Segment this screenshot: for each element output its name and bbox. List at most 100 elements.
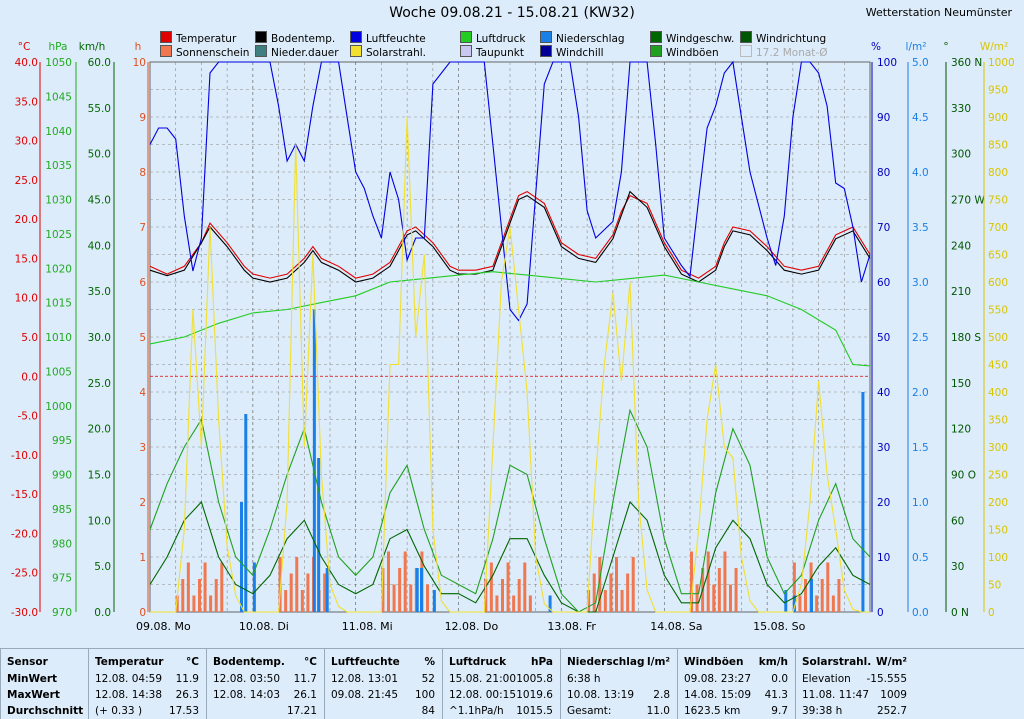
station-name: Wetterstation Neumünster [865, 6, 1012, 19]
precipitation-bar [415, 568, 419, 612]
sunshine-bar [626, 573, 630, 612]
stats-row-label: 12.08. 00:15 [449, 689, 516, 701]
tick-label-degrees: 360 N [951, 57, 982, 69]
sunshine-bar [592, 573, 596, 612]
axis-unit-label: hPa [49, 41, 68, 53]
sunshine-bar [695, 584, 699, 612]
series-line-temperatur [149, 190, 871, 279]
tick-label-wm2: 150 [988, 525, 1008, 537]
tick-label-hours: 5 [139, 332, 146, 344]
sunshine-bar [306, 573, 310, 612]
tick-label-kmh: 20.0 [88, 424, 111, 436]
precipitation-bar [810, 579, 813, 612]
stats-row-label: 12.08. 03:50 [213, 673, 280, 685]
axis-unit-label: W/m² [980, 41, 1008, 53]
stats-value: 11.9 [175, 673, 199, 685]
tick-label-hpa: 1025 [45, 229, 72, 241]
tick-label-hpa: 1005 [45, 366, 72, 378]
stats-header: Niederschlag [567, 656, 645, 668]
stats-row-label: 11.08. 11:47 [802, 689, 869, 701]
stats-row-label: MaxWert [7, 689, 60, 701]
sunshine-bar [484, 579, 488, 612]
stats-unit: °C [304, 656, 317, 668]
sunshine-bar [300, 590, 304, 612]
tick-label-lm2: 5.0 [912, 57, 929, 69]
legend-swatch [740, 31, 752, 43]
tick-label-percent: 0 [877, 607, 884, 619]
axis-unit-label: °C [18, 41, 31, 53]
tick-label-degrees: 330 [951, 103, 971, 115]
legend-label: Luftdruck [476, 33, 526, 45]
axis-unit-label: km/h [79, 41, 106, 53]
tick-label-hours: 3 [139, 442, 146, 454]
sunshine-bar [220, 562, 224, 612]
sunshine-bar [295, 557, 299, 612]
legend-label: Windgeschw. [666, 33, 735, 45]
day-label: 10.08. Di [239, 620, 289, 633]
day-label: 14.08. Sa [650, 620, 702, 633]
precipitation-bar [325, 568, 329, 612]
tick-label-hpa: 980 [52, 538, 72, 550]
tick-label-hpa: 1035 [45, 160, 72, 172]
axis-unit-label: h [135, 41, 142, 53]
tick-label-celsius: -10.0 [11, 450, 38, 462]
stats-value: 11.7 [293, 673, 317, 685]
tick-label-celsius: -5.0 [18, 411, 39, 423]
tick-label-degrees: 300 [951, 149, 971, 161]
tick-label-celsius: 35.0 [15, 96, 38, 108]
stats-row-label: (+ 0.33 ) [95, 705, 143, 717]
stats-value: 52 [421, 673, 435, 685]
legend-item: Bodentemp. [255, 31, 335, 46]
tick-label-kmh: 55.0 [88, 103, 111, 115]
axis-unit-label: l/m² [906, 41, 927, 53]
stats-column: Windböen km/h 09.08. 23:27 0.0 14.08. 15:09 4… [677, 649, 796, 719]
stats-header: Bodentemp. [213, 656, 285, 668]
stats-row-label: 39:38 h [802, 705, 843, 717]
sunshine-bar [826, 562, 830, 612]
series-line-bodentemp [149, 190, 871, 283]
sunshine-bar [798, 595, 802, 612]
stats-header: Sensor [7, 656, 48, 668]
sunshine-bar [392, 584, 396, 612]
legend-item: Windgeschw. [650, 31, 734, 46]
sunshine-bar [620, 590, 624, 612]
stats-value: 1009 [880, 689, 907, 701]
legend-item: Sonnenschein [160, 45, 249, 60]
legend-swatch [540, 31, 552, 43]
tick-label-hpa: 975 [52, 573, 72, 585]
sunshine-bar [792, 562, 796, 612]
legend-label: Temperatur [176, 33, 237, 45]
stats-unit: l/m² [647, 656, 670, 668]
sunshine-bar [495, 595, 499, 612]
tick-label-lm2: 3.5 [912, 222, 929, 234]
stats-value: 17.53 [168, 705, 199, 717]
legend-item: Nieder.dauer [255, 45, 339, 60]
tick-label-hours: 6 [139, 277, 146, 289]
stats-row-label: 6:38 h [567, 673, 601, 685]
tick-label-percent: 80 [877, 167, 890, 179]
stats-row-label: 10.08. 13:19 [567, 689, 634, 701]
tick-label-kmh: 15.0 [88, 470, 111, 482]
day-label: 11.08. Mi [342, 620, 393, 633]
tick-label-degrees: 30 [951, 561, 964, 573]
stats-row-label: Gesamt: [567, 705, 612, 717]
stats-header: Temperatur [95, 656, 164, 668]
tick-label-lm2: 0.0 [912, 607, 929, 619]
tick-label-hours: 0 [139, 607, 146, 619]
sunshine-bar [603, 590, 607, 612]
legend-label: Windböen [666, 47, 719, 59]
sunshine-bar [403, 551, 407, 612]
sunshine-bar [323, 573, 327, 612]
sunshine-bar [598, 557, 602, 612]
tick-label-kmh: 40.0 [88, 240, 111, 252]
stats-row-label: 09.08. 23:27 [684, 673, 751, 685]
stats-row-label: 15.08. 21:00 [449, 673, 516, 685]
sunshine-bar [289, 573, 293, 612]
precipitation-bar [432, 590, 436, 612]
stats-value: 252.7 [876, 705, 907, 717]
legend-item: Windrichtung [740, 31, 826, 46]
sunshine-bar [278, 557, 282, 612]
tick-label-lm2: 2.5 [912, 332, 929, 344]
stats-value: 2.8 [653, 689, 670, 701]
tick-label-hours: 9 [139, 112, 146, 124]
